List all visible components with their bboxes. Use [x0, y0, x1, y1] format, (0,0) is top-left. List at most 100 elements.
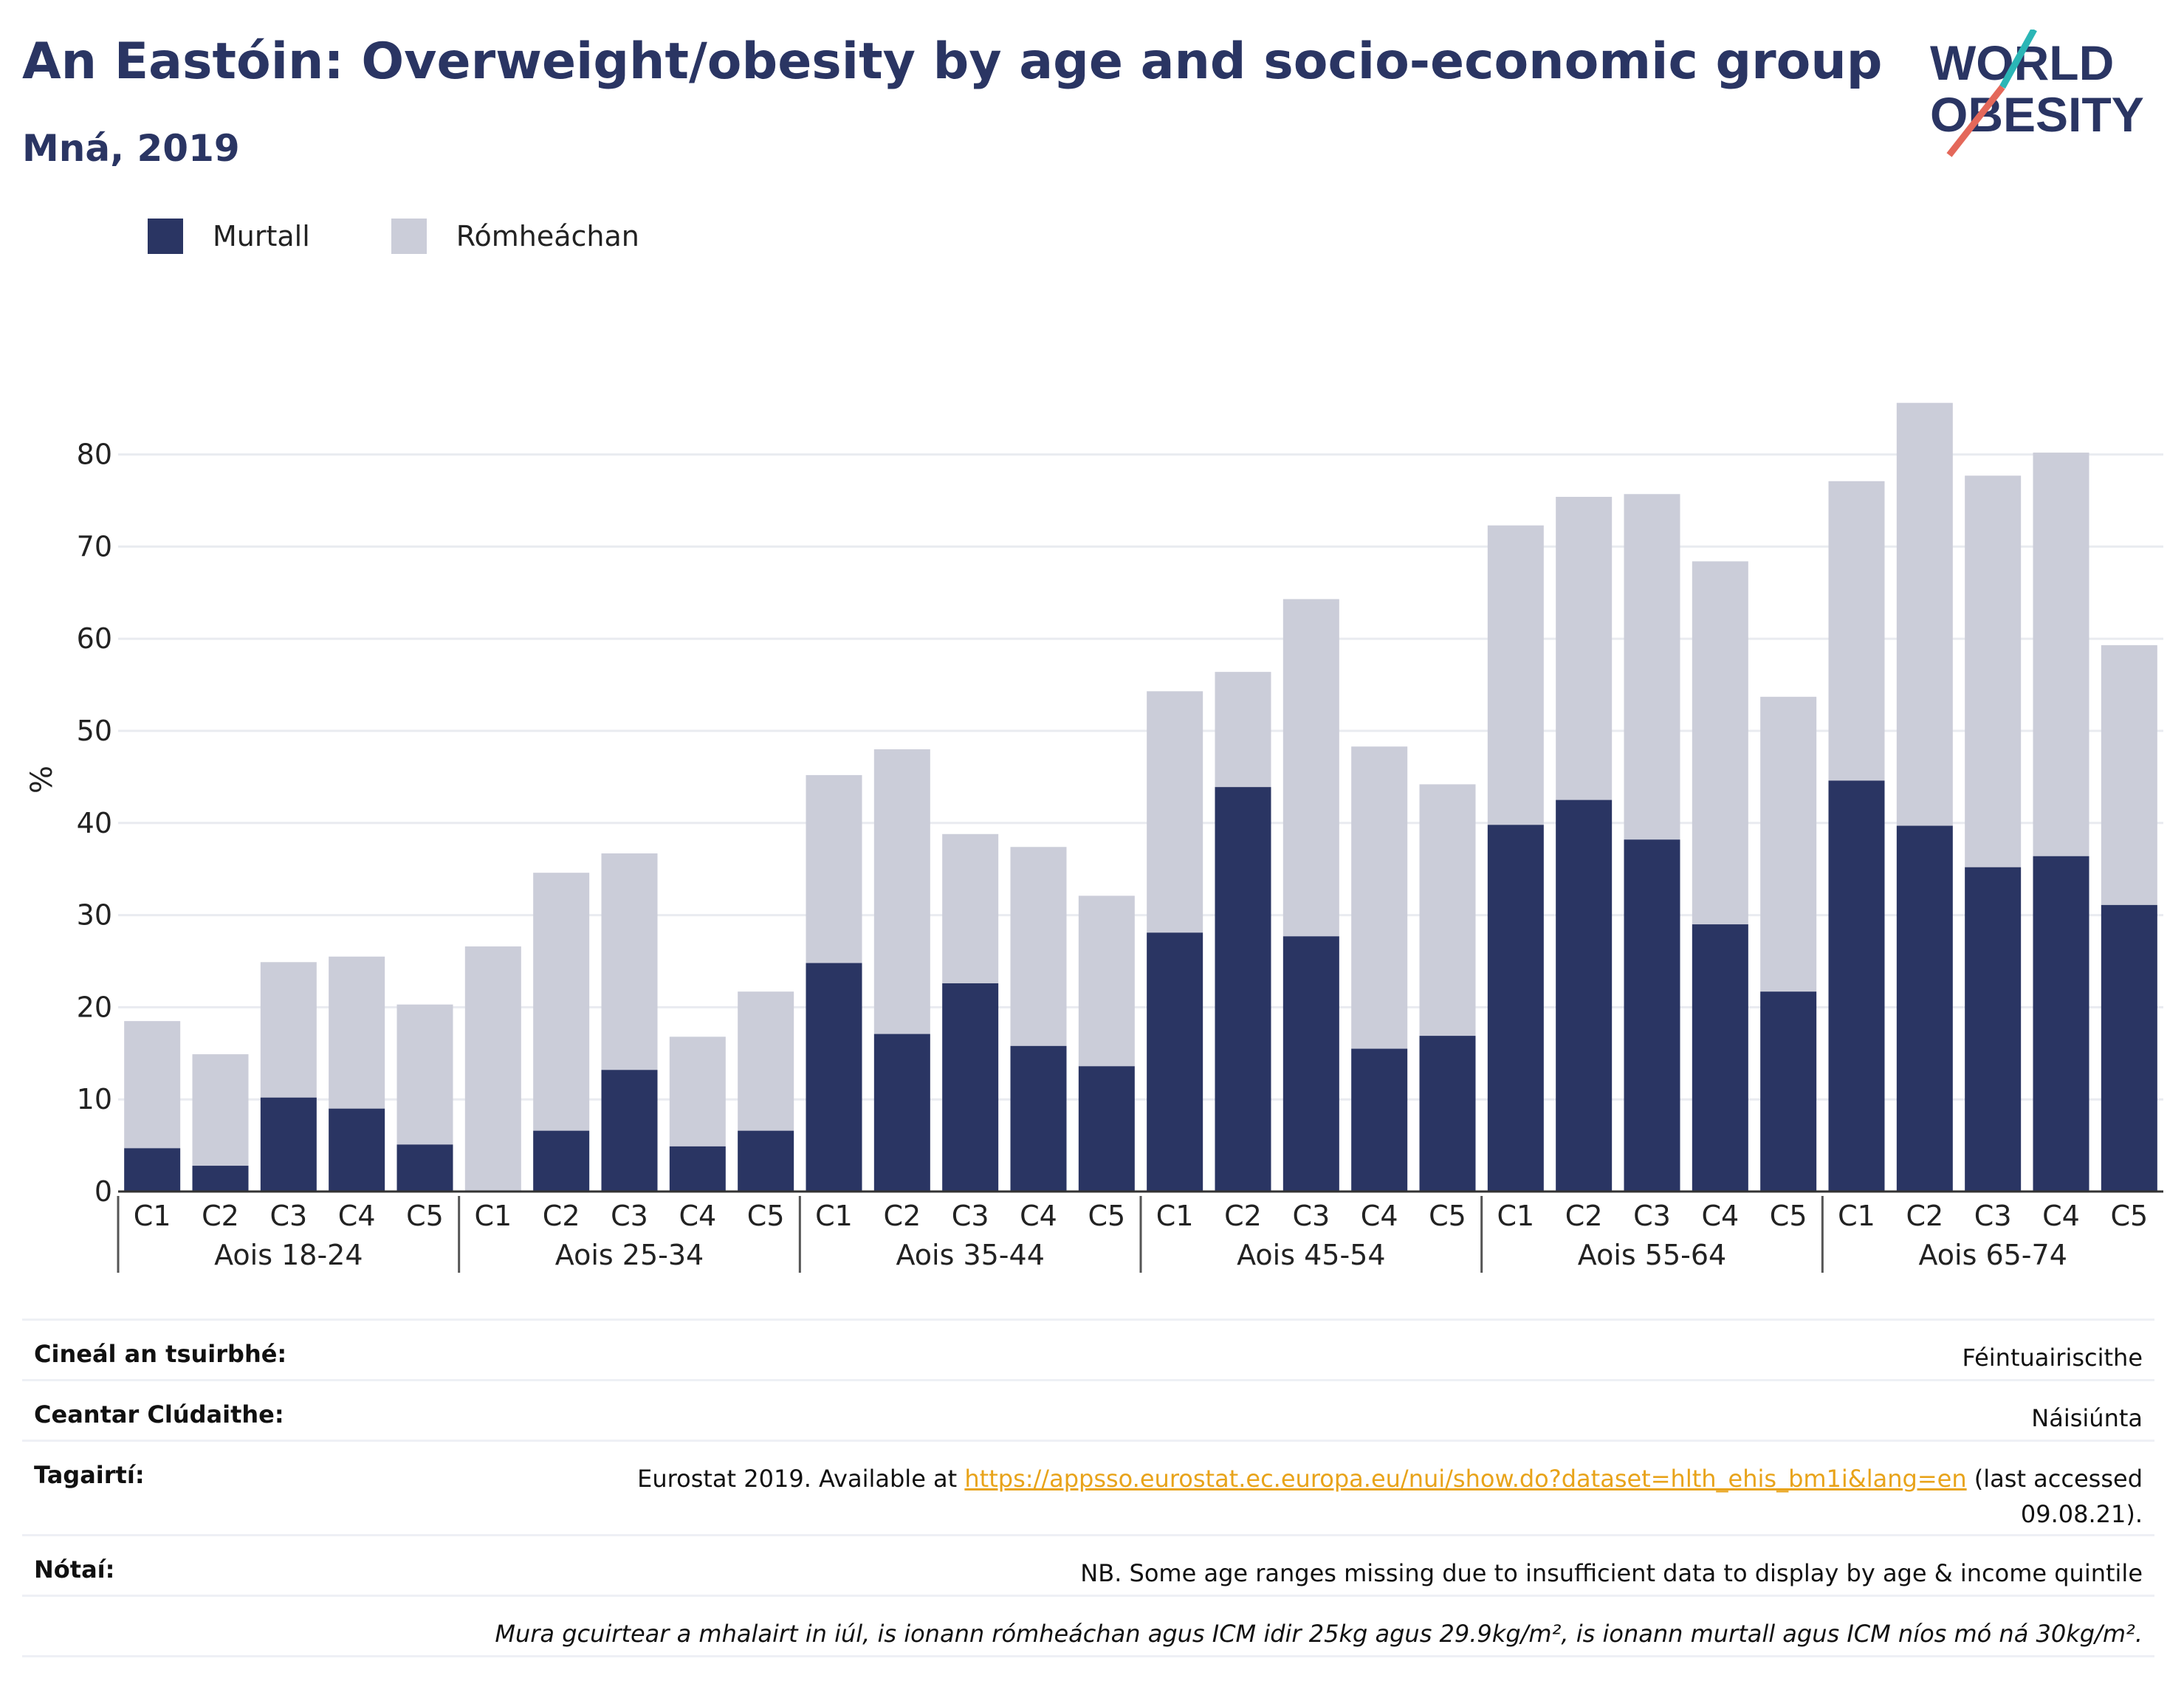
legend-label-overweight: Rómheáchan — [456, 220, 639, 252]
bar-obesity — [1419, 1036, 1476, 1192]
x-tick-label: C2 — [543, 1200, 580, 1232]
bar-overweight — [942, 833, 999, 983]
bar-obesity — [2033, 856, 2089, 1192]
y-tick-label: 80 — [77, 439, 112, 471]
y-tick-label: 0 — [95, 1175, 112, 1208]
x-tick-label: C4 — [1701, 1200, 1739, 1232]
bar-overweight — [1692, 561, 1748, 925]
bar-obesity — [1215, 787, 1271, 1192]
bar-overweight — [1965, 475, 2022, 867]
bar-overweight — [1487, 525, 1544, 825]
reference-accessed: 09.08.21). — [2020, 1500, 2143, 1528]
bar-overweight — [329, 956, 385, 1109]
x-tick-label: C4 — [2042, 1200, 2080, 1232]
group-label: Aois 65-74 — [1918, 1239, 2067, 1271]
meta-label: Ceantar Clúdaithe: — [34, 1400, 284, 1428]
meta-value: Eurostat 2019. Available at https://apps… — [637, 1461, 2143, 1532]
reference-link[interactable]: https://appsso.eurostat.ec.europa.eu/nui… — [964, 1465, 1967, 1493]
bar-obesity — [1965, 867, 2022, 1192]
bar-obesity — [601, 1070, 658, 1192]
bar-obesity — [1760, 991, 1817, 1192]
x-tick-label: C5 — [1088, 1200, 1125, 1232]
chart-title: An Eastóin: Overweight/obesity by age an… — [22, 32, 1883, 91]
bar-overweight — [464, 946, 521, 1192]
group-label: Aois 55-64 — [1578, 1239, 1726, 1271]
x-tick-label: C1 — [1838, 1200, 1875, 1232]
x-tick-label: C4 — [1361, 1200, 1398, 1232]
x-tick-label: C2 — [1224, 1200, 1262, 1232]
world-obesity-logo: WORLD OBESITY — [1930, 30, 2144, 157]
x-tick-label: C5 — [1429, 1200, 1466, 1232]
bar-obesity — [1282, 936, 1339, 1192]
bar-obesity — [806, 963, 862, 1192]
y-tick-label: 10 — [77, 1083, 112, 1115]
logo-slash-coral — [1946, 85, 2005, 157]
bar-overweight — [738, 991, 794, 1131]
bar-overweight — [1147, 691, 1203, 933]
bar-overweight — [1624, 494, 1680, 840]
meta-label: Tagairtí: — [34, 1461, 145, 1489]
x-tick-label: C1 — [474, 1200, 512, 1232]
bar-obesity — [1010, 1045, 1067, 1192]
x-tick-label: C3 — [1633, 1200, 1671, 1232]
bar-overweight — [1419, 784, 1476, 1036]
x-tick-label: C3 — [1292, 1200, 1330, 1232]
group-label: Aois 35-44 — [896, 1239, 1044, 1271]
bar-overweight — [1896, 402, 1953, 826]
definition-note: Mura gcuirtear a mhalairt in iúl, is ion… — [495, 1620, 2143, 1648]
y-tick-label: 70 — [77, 530, 112, 563]
bar-obesity — [1487, 825, 1544, 1192]
bar-obesity — [1556, 800, 1613, 1192]
x-tick-label: C3 — [952, 1200, 989, 1232]
bar-overweight — [669, 1036, 726, 1146]
bar-obesity — [738, 1130, 794, 1192]
x-tick-label: C4 — [679, 1200, 716, 1232]
bar-overweight — [396, 1004, 453, 1145]
bar-obesity — [1078, 1066, 1135, 1192]
x-tick-label: C3 — [269, 1200, 307, 1232]
x-tick-label: C1 — [1156, 1200, 1194, 1232]
bar-overweight — [1010, 847, 1067, 1046]
bar-overweight — [806, 774, 862, 963]
x-tick-label: C2 — [1906, 1200, 1943, 1232]
legend-swatch-obesity — [148, 219, 183, 254]
bar-obesity — [533, 1130, 590, 1192]
bar-obesity — [669, 1146, 726, 1192]
meta-label: Nótaí: — [34, 1555, 115, 1584]
bar-overweight — [1282, 599, 1339, 937]
bar-obesity — [1624, 839, 1680, 1192]
bar-overweight — [533, 873, 590, 1131]
x-tick-label: C3 — [1974, 1200, 2012, 1232]
bar-obesity — [329, 1108, 385, 1192]
chart-subtitle: Mná, 2019 — [22, 127, 240, 170]
meta-value: Náisiúnta — [2031, 1404, 2143, 1432]
logo-line-1: WORLD — [1930, 35, 2114, 90]
bar-obesity — [1692, 924, 1748, 1192]
y-tick-label: 40 — [77, 807, 112, 839]
x-tick-label: C1 — [134, 1200, 171, 1232]
reference-prefix: Eurostat 2019. Available at — [637, 1465, 965, 1493]
legend-label-obesity: Murtall — [213, 220, 310, 252]
bar-obesity — [124, 1148, 181, 1192]
legend-swatch-overweight — [391, 219, 427, 254]
x-tick-label: C4 — [1020, 1200, 1057, 1232]
meta-value: NB. Some age ranges missing due to insuf… — [1080, 1559, 2143, 1587]
bar-obesity — [396, 1144, 453, 1192]
bar-obesity — [873, 1034, 930, 1192]
meta-row-coverage: Ceantar Clúdaithe: Náisiúnta — [22, 1379, 2154, 1440]
bar-overweight — [260, 962, 317, 1098]
meta-label: Cineál an tsuirbhé: — [34, 1340, 287, 1368]
bar-obesity — [1896, 825, 1953, 1192]
bar-obesity — [942, 983, 999, 1192]
logo-slash-teal — [1999, 30, 2037, 89]
x-tick-label: C5 — [747, 1200, 785, 1232]
bar-overweight — [1078, 895, 1135, 1067]
x-tick-label: C4 — [338, 1200, 376, 1232]
meta-row-references: Tagairtí: Eurostat 2019. Available at ht… — [22, 1440, 2154, 1535]
x-tick-label: C5 — [2110, 1200, 2148, 1232]
x-tick-label: C5 — [1770, 1200, 1807, 1232]
bar-obesity — [260, 1097, 317, 1192]
group-label: Aois 25-34 — [555, 1239, 704, 1271]
bar-obesity — [1147, 932, 1203, 1192]
bar-overweight — [192, 1054, 249, 1166]
